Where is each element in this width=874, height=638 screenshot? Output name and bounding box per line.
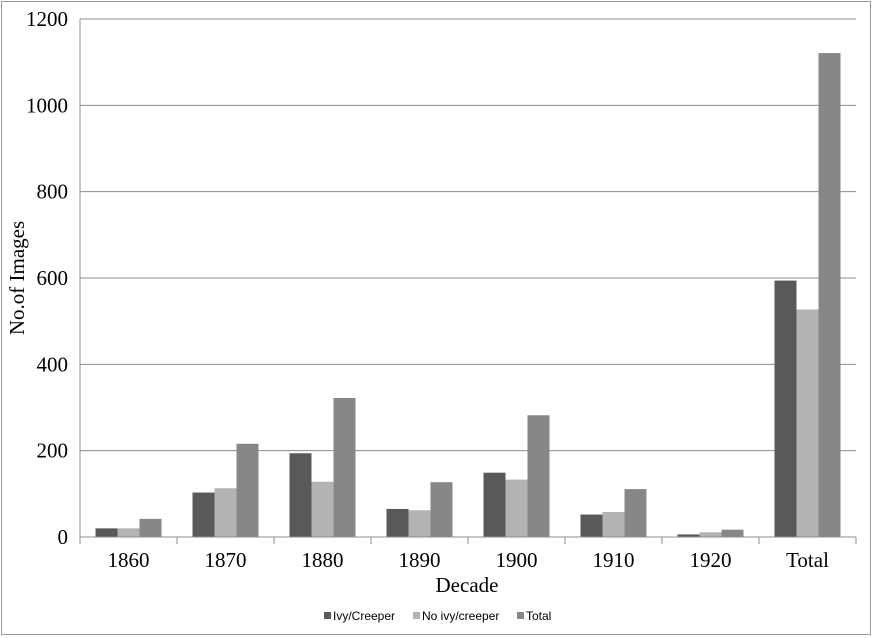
bar-total-1910 [624, 489, 647, 537]
y-axis-title: No.of Images [5, 221, 29, 335]
bars [95, 53, 841, 538]
legend: Ivy/Creeper No ivy/creeper Total [324, 609, 551, 623]
y-tick-label: 0 [58, 525, 69, 549]
bar-no-ivy-creeper-1910 [602, 511, 625, 537]
x-tick-label: 1920 [690, 548, 732, 572]
legend-swatch [324, 612, 331, 619]
x-tick-label: Total [786, 548, 829, 572]
x-tick-labels: 1860 1870 1880 1890 1900 1910 1920 Total [108, 548, 830, 572]
legend-label: No ivy/creeper [422, 609, 499, 623]
bar-ivy-creeper-total [774, 280, 797, 537]
bar-no-ivy-creeper-1860 [117, 528, 140, 537]
y-tick-label: 400 [37, 352, 69, 376]
bar-total-1880 [333, 398, 356, 537]
bar-ivy-creeper-1910 [580, 514, 603, 537]
bar-no-ivy-creeper-1870 [214, 488, 237, 537]
bar-ivy-creeper-1920 [677, 534, 700, 537]
bar-ivy-creeper-1900 [483, 472, 506, 537]
gridlines [80, 18, 856, 452]
legend-swatch [413, 612, 420, 619]
bar-ivy-creeper-1860 [95, 528, 118, 537]
y-tick-label: 600 [37, 266, 69, 290]
x-tick-label: 1880 [302, 548, 344, 572]
axes [79, 19, 857, 544]
bar-total-1870 [236, 443, 259, 537]
bar-ivy-creeper-1890 [386, 508, 409, 537]
legend-label: Ivy/Creeper [333, 609, 395, 623]
bar-total-1920 [721, 529, 744, 537]
y-tick-label: 1000 [26, 93, 68, 117]
legend-label: Total [526, 609, 551, 623]
bar-no-ivy-creeper-1890 [408, 510, 431, 537]
bar-no-ivy-creeper-1900 [505, 479, 528, 537]
x-tick-label: 1910 [593, 548, 635, 572]
bar-total-1890 [430, 482, 453, 537]
y-tick-label: 1200 [26, 7, 68, 31]
bar-ivy-creeper-1870 [192, 492, 215, 537]
bar-ivy-creeper-1880 [289, 453, 312, 537]
bar-no-ivy-creeper-1880 [311, 481, 334, 537]
x-tick-label: 1900 [496, 548, 538, 572]
y-tick-labels: 0 200 400 600 800 1000 1200 [26, 7, 68, 549]
y-tick-label: 200 [37, 439, 69, 463]
x-axis-title: Decade [436, 573, 499, 597]
bar-no-ivy-creeper-total [796, 309, 819, 537]
y-tick-label: 800 [37, 180, 69, 204]
bar-total-1900 [527, 415, 550, 537]
x-tick-label: 1890 [399, 548, 441, 572]
bar-no-ivy-creeper-1920 [699, 532, 722, 537]
bar-total-1860 [139, 518, 162, 537]
bar-total-total [818, 53, 841, 538]
legend-swatch [517, 612, 524, 619]
x-tick-label: 1870 [205, 548, 247, 572]
x-tick-label: 1860 [108, 548, 150, 572]
